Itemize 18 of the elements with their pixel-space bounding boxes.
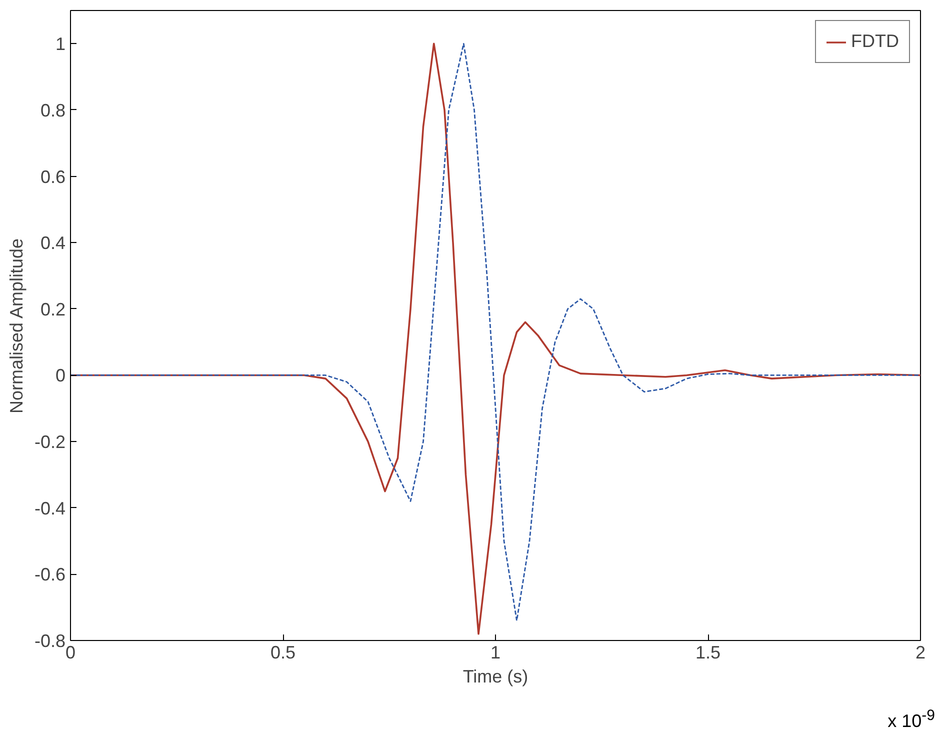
x-axis-title: Time (s) xyxy=(462,666,528,686)
y-axis-title: Normalised Amplitude xyxy=(6,238,26,414)
y-tick-label: 0.8 xyxy=(40,100,66,120)
y-tick-label: -0.4 xyxy=(34,498,66,518)
y-tick-label: 0.2 xyxy=(40,299,66,320)
y-tick-label: -0.2 xyxy=(34,432,66,452)
x-tick-label: 2 xyxy=(915,642,926,662)
text: x 10$^{-9}$ xyxy=(886,706,935,733)
y-tick-label: 0.4 xyxy=(40,233,66,254)
legend-label: FDTD xyxy=(851,31,899,52)
y-tick-label: 1 xyxy=(55,34,66,54)
y-tick-label: -0.8 xyxy=(34,631,66,651)
y-tick-label: 0 xyxy=(55,366,66,386)
x-tick-label: 1.5 xyxy=(695,642,721,662)
y-tick-label: 0.6 xyxy=(40,166,66,187)
x-tick-label: 1 xyxy=(490,642,501,662)
y-tick-label: -0.6 xyxy=(34,564,66,585)
x-tick-label: 0.5 xyxy=(270,642,296,662)
